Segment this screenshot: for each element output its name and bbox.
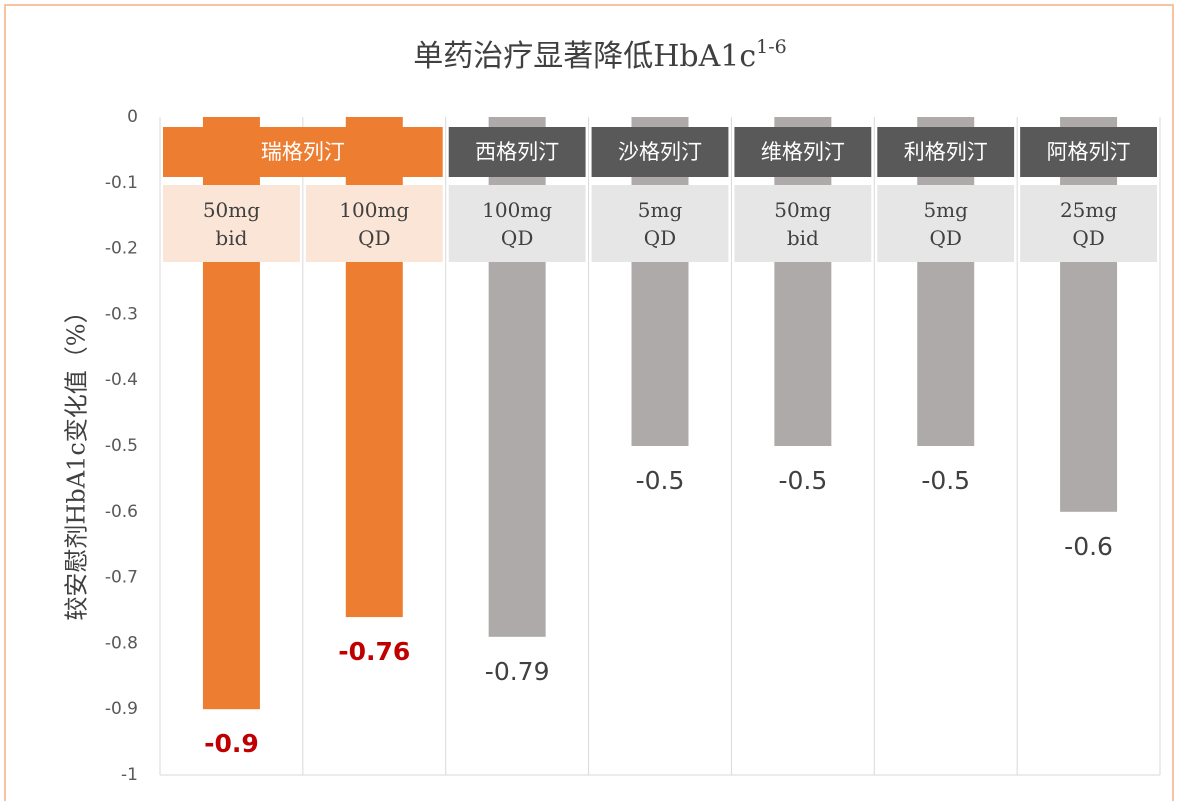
y-tick-label: -0.6 <box>105 502 138 522</box>
y-tick-label: -1 <box>121 765 138 785</box>
dose-cell <box>305 185 443 262</box>
y-tick-label: -0.4 <box>105 370 138 390</box>
x-tick-line: bid <box>787 226 819 250</box>
group-label: 维格列汀 <box>761 140 845 164</box>
value-label: -0.79 <box>485 657 550 686</box>
x-tick-label: 50mg bid <box>774 198 831 250</box>
value-label: -0.5 <box>921 466 970 495</box>
title-main: 单药治疗显著降低HbA1c <box>413 39 756 74</box>
x-tick-line: 50mg <box>774 198 831 222</box>
group-label: 阿格列汀 <box>1047 140 1131 164</box>
group-label: 西格列汀 <box>475 140 559 164</box>
x-tick-line: 25mg <box>1060 198 1117 222</box>
x-tick-line: QD <box>358 226 390 250</box>
dose-cell <box>1020 185 1157 262</box>
group-header <box>163 127 443 177</box>
value-label: -0.5 <box>778 466 827 495</box>
y-tick-label: -0.7 <box>105 568 138 588</box>
group-label: 利格列汀 <box>904 140 988 164</box>
y-axis-label: 较安慰剂HbA1c变化值（%） <box>63 299 91 620</box>
value-label: -0.76 <box>338 637 410 666</box>
x-tick-line: 5mg <box>638 198 683 222</box>
x-tick-line: QD <box>1072 226 1104 250</box>
title-superscript: 1-6 <box>756 36 787 58</box>
x-tick-line: 100mg <box>482 198 552 222</box>
y-tick-label: -0.3 <box>105 304 138 324</box>
group-label: 沙格列汀 <box>618 140 702 164</box>
y-tick-label: -0.8 <box>105 633 138 653</box>
x-tick-label: 50mg bid <box>203 198 260 250</box>
bar <box>1060 117 1118 512</box>
chart-title: 单药治疗显著降低HbA1c1-6 <box>413 36 787 74</box>
group-label: 瑞格列汀 <box>261 140 345 164</box>
group-header <box>734 127 872 177</box>
y-tick-label: 0 <box>127 107 138 127</box>
group-header <box>877 127 1015 177</box>
x-tick-line: bid <box>215 226 247 250</box>
dose-cell <box>877 185 1015 262</box>
y-tick-label: -0.5 <box>105 436 138 456</box>
x-tick-label: 100mg QD <box>339 198 409 250</box>
value-label: -0.6 <box>1064 532 1113 561</box>
y-tick-label: -0.9 <box>105 699 138 719</box>
x-tick-line: QD <box>501 226 533 250</box>
x-tick-line: 100mg <box>339 198 409 222</box>
x-tick-line: QD <box>644 226 676 250</box>
group-header <box>591 127 729 177</box>
group-header <box>448 127 586 177</box>
dose-cell <box>448 185 586 262</box>
value-label: -0.5 <box>636 466 685 495</box>
value-label: -0.9 <box>204 729 259 758</box>
x-tick-label: 5mg QD <box>638 198 683 250</box>
x-tick-label: 100mg QD <box>482 198 552 250</box>
dose-cell <box>734 185 872 262</box>
x-tick-line: 5mg <box>923 198 968 222</box>
dose-cell <box>163 185 300 262</box>
x-tick-line: QD <box>929 226 961 250</box>
y-tick-label: -0.2 <box>105 239 138 259</box>
group-header <box>1020 127 1157 177</box>
x-tick-label: 5mg QD <box>923 198 968 250</box>
x-tick-line: 50mg <box>203 198 260 222</box>
dose-cell <box>591 185 729 262</box>
x-tick-label: 25mg QD <box>1060 198 1117 250</box>
y-tick-label: -0.1 <box>105 173 138 193</box>
